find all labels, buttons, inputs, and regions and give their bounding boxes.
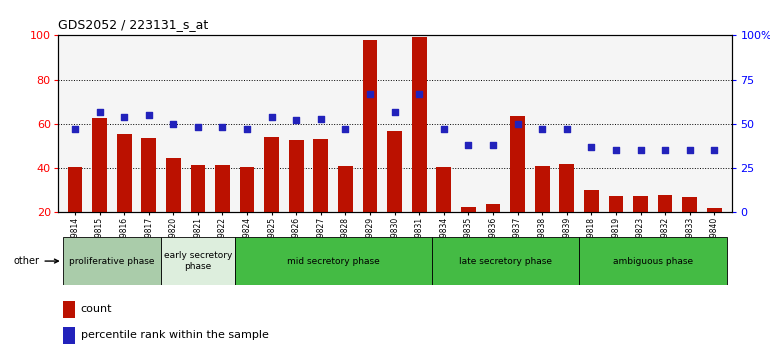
- Point: [290, 118, 303, 123]
- Bar: [235, 237, 431, 285]
- Bar: [62, 237, 161, 285]
- Bar: [412, 36, 427, 212]
- Bar: [387, 131, 402, 212]
- Bar: [63, 327, 75, 344]
- Text: count: count: [81, 304, 112, 314]
- Point: [437, 126, 450, 132]
- Bar: [707, 208, 721, 212]
- Text: mid secretory phase: mid secretory phase: [286, 257, 380, 266]
- Point: [511, 121, 524, 127]
- Point: [340, 126, 352, 132]
- Bar: [461, 207, 476, 212]
- Bar: [437, 167, 451, 212]
- Point: [241, 126, 253, 132]
- Bar: [63, 301, 75, 318]
- Bar: [584, 190, 599, 212]
- Point: [462, 142, 474, 148]
- Bar: [682, 197, 697, 212]
- Point: [487, 142, 499, 148]
- Bar: [161, 237, 235, 285]
- Point: [659, 148, 671, 153]
- Point: [684, 148, 696, 153]
- Bar: [633, 196, 648, 212]
- Point: [364, 91, 377, 97]
- Text: early secretory
phase: early secretory phase: [164, 251, 232, 271]
- Point: [561, 126, 573, 132]
- Point: [69, 126, 81, 132]
- Point: [266, 114, 278, 120]
- Bar: [363, 40, 377, 212]
- Point: [192, 125, 204, 130]
- Bar: [264, 137, 279, 212]
- Point: [93, 109, 105, 114]
- Bar: [486, 204, 500, 212]
- Bar: [239, 167, 254, 212]
- Text: other: other: [14, 256, 59, 266]
- Bar: [117, 134, 132, 212]
- Bar: [289, 141, 303, 212]
- Bar: [658, 195, 672, 212]
- Point: [610, 148, 622, 153]
- Bar: [535, 166, 550, 212]
- Point: [315, 116, 327, 121]
- Point: [118, 114, 130, 120]
- Bar: [579, 237, 727, 285]
- Point: [708, 148, 721, 153]
- Point: [388, 109, 400, 114]
- Bar: [608, 196, 623, 212]
- Point: [142, 112, 155, 118]
- Bar: [511, 116, 525, 212]
- Point: [536, 126, 548, 132]
- Text: GDS2052 / 223131_s_at: GDS2052 / 223131_s_at: [58, 18, 208, 31]
- Bar: [338, 166, 353, 212]
- Bar: [215, 165, 230, 212]
- Point: [634, 148, 647, 153]
- Bar: [559, 164, 574, 212]
- Bar: [431, 237, 579, 285]
- Bar: [313, 139, 328, 212]
- Text: proliferative phase: proliferative phase: [69, 257, 155, 266]
- Point: [585, 144, 598, 150]
- Bar: [92, 118, 107, 212]
- Point: [167, 121, 179, 127]
- Bar: [190, 165, 206, 212]
- Bar: [166, 158, 181, 212]
- Text: ambiguous phase: ambiguous phase: [613, 257, 693, 266]
- Text: percentile rank within the sample: percentile rank within the sample: [81, 330, 269, 340]
- Bar: [68, 167, 82, 212]
- Text: late secretory phase: late secretory phase: [459, 257, 552, 266]
- Point: [216, 125, 229, 130]
- Point: [413, 91, 425, 97]
- Bar: [142, 138, 156, 212]
